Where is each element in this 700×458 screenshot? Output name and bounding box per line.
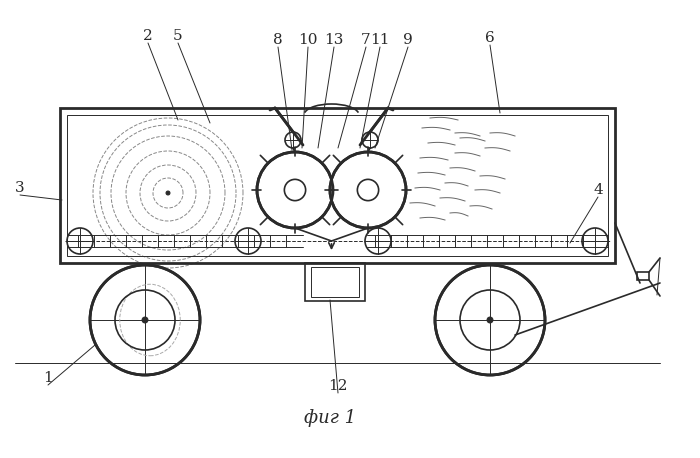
Text: 13: 13 (324, 33, 344, 47)
Text: 7: 7 (361, 33, 371, 47)
Bar (60, 108, 615, 263)
Text: 6: 6 (485, 31, 495, 45)
Text: 12: 12 (328, 379, 348, 393)
Circle shape (166, 191, 170, 195)
Text: 9: 9 (403, 33, 413, 47)
Text: 1: 1 (43, 371, 53, 385)
Bar (60, 108, 615, 263)
Bar (305, 263, 365, 301)
Text: 3: 3 (15, 181, 24, 195)
Text: 5: 5 (173, 29, 183, 43)
Circle shape (435, 265, 545, 375)
Circle shape (487, 317, 493, 323)
Circle shape (257, 152, 333, 228)
Text: 8: 8 (273, 33, 283, 47)
Text: 10: 10 (298, 33, 318, 47)
Bar (311, 267, 359, 297)
Text: фиг 1: фиг 1 (304, 409, 356, 427)
Text: 2: 2 (143, 29, 153, 43)
Bar (67, 115, 608, 256)
Text: 11: 11 (370, 33, 390, 47)
Circle shape (330, 152, 406, 228)
Text: 4: 4 (593, 183, 603, 197)
Circle shape (90, 265, 200, 375)
Circle shape (142, 317, 148, 323)
Bar (637, 272, 649, 280)
